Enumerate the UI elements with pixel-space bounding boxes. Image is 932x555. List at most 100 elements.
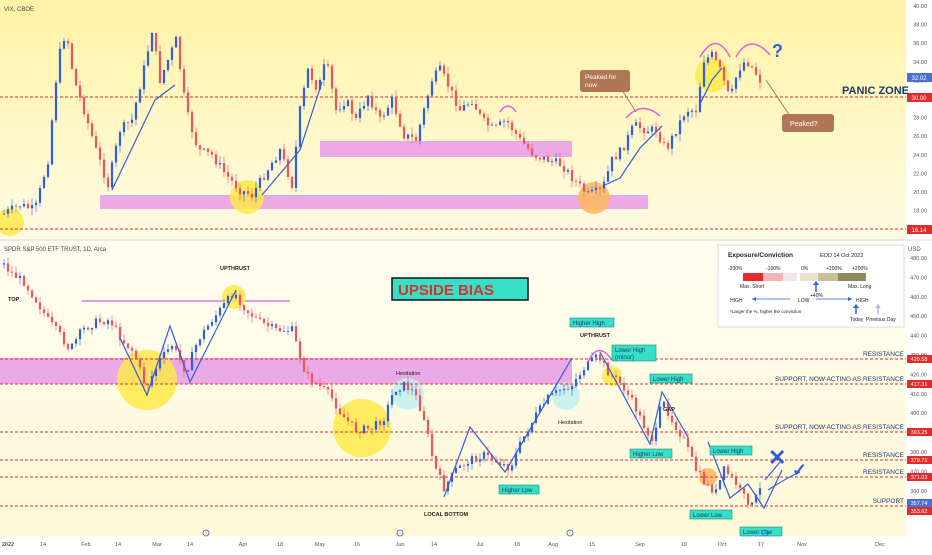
spy-axis-tick: 420.00 xyxy=(910,372,927,378)
vix-candle-body xyxy=(634,122,638,126)
svg-text:16.14: 16.14 xyxy=(911,228,927,234)
vix-candle-body xyxy=(594,187,598,190)
svg-text:Lower Low: Lower Low xyxy=(743,530,773,536)
spy-candle-body xyxy=(378,421,382,426)
spy-candle-body xyxy=(634,397,638,412)
spy-candle-body xyxy=(390,395,394,405)
hesitation-label-1: Hesitation xyxy=(396,371,420,377)
vix-candle-body xyxy=(482,113,486,118)
spy-candle-body xyxy=(118,326,122,341)
spy-mark-1 xyxy=(117,350,177,410)
vix-candle-body xyxy=(70,43,74,69)
vix-symbol[interactable]: VIX, CBOE xyxy=(4,7,34,13)
spy-candle-body xyxy=(630,394,634,398)
vix-candle-body xyxy=(682,116,686,121)
vix-candle-body xyxy=(414,136,418,142)
spy-candle-body xyxy=(626,390,630,395)
vix-candle-body xyxy=(626,135,630,151)
spy-candle-body xyxy=(454,467,458,473)
svg-text:Higher Low: Higher Low xyxy=(502,488,533,494)
vix-candle-body xyxy=(698,86,702,113)
spy-level-tag xyxy=(907,473,932,481)
time-axis[interactable]: 2022 14 Feb 14 Mar 14 Apr 18 May 16 Jun 14 Jul 18 Aug 1… xyxy=(2,542,885,548)
vix-candle-body xyxy=(758,74,762,83)
vix-candle-body xyxy=(94,136,98,148)
spy-candle-body xyxy=(746,493,750,505)
spy-candle-body xyxy=(270,324,274,327)
vix-candle-body xyxy=(294,146,298,188)
vix-candle-body xyxy=(510,122,514,131)
vix-candle-body xyxy=(438,65,442,71)
spy-candle-body xyxy=(438,468,442,475)
time-axis-label: 15 xyxy=(589,542,595,548)
spy-axis-tick: 410.00 xyxy=(910,392,927,398)
lower-high-label-1: Lower High xyxy=(649,373,693,384)
spy-candle-body xyxy=(458,465,462,468)
spy-candle-body xyxy=(50,316,54,323)
vix-candle-body xyxy=(74,68,78,86)
vix-candle-body xyxy=(86,114,90,124)
spy-candle-body xyxy=(122,340,126,344)
spy-candle-body xyxy=(42,309,46,314)
upthrust-label-2: UPTHRUST xyxy=(580,333,611,339)
vix-candle-body xyxy=(458,106,462,111)
spy-candle-body xyxy=(274,324,278,328)
vix-candle-body xyxy=(82,97,86,115)
spy-candle-body xyxy=(350,421,354,423)
vix-candle-body xyxy=(406,134,410,139)
spy-candle-body xyxy=(290,326,294,332)
spy-candle-body xyxy=(226,296,230,304)
usd-label: USD xyxy=(908,247,921,253)
spy-candle-body xyxy=(534,412,538,423)
spy-candle-body xyxy=(714,489,718,493)
time-axis-bg[interactable] xyxy=(0,536,906,550)
spy-candle-body xyxy=(474,456,478,462)
vix-candle-body xyxy=(562,166,566,172)
vix-candle-body xyxy=(170,47,174,60)
vix-candle-body xyxy=(686,111,690,117)
vix-candle-body xyxy=(478,109,482,114)
vix-candle-body xyxy=(670,135,674,149)
spy-candle-body xyxy=(694,456,698,471)
exposure-card: Exposure/Conviction EOD 14 Oct 2022 -200… xyxy=(717,244,905,328)
vix-candle-body xyxy=(514,130,518,134)
spy-candle-body xyxy=(282,331,286,332)
svg-text:+200%: +200% xyxy=(852,266,868,272)
spy-level-tag xyxy=(907,355,932,363)
vix-candle-body xyxy=(474,104,478,110)
spy-symbol[interactable]: SPDR S&P 500 ETF TRUST, 1D, Arca xyxy=(4,247,107,253)
spy-candle-body xyxy=(578,375,582,380)
spy-candle-body xyxy=(514,452,518,466)
spy-candle-body xyxy=(530,422,534,432)
spy-axis-tick: 470.00 xyxy=(910,275,927,281)
vix-candle-body xyxy=(90,123,94,137)
vix-candle-body xyxy=(694,110,698,113)
spy-candle-body xyxy=(10,271,14,273)
spy-candle-body xyxy=(470,456,474,464)
vix-candle-body xyxy=(102,159,106,178)
vix-candle-body xyxy=(302,87,306,107)
spy-candle-body xyxy=(434,455,438,469)
spy-candle-body xyxy=(422,410,426,420)
vix-price-tag: 32.02 xyxy=(907,73,932,82)
spy-candle-body xyxy=(306,371,310,374)
spy-candle-body xyxy=(366,425,370,429)
vix-candle-body xyxy=(738,70,742,78)
svg-text:UPSIDE BIAS: UPSIDE BIAS xyxy=(398,282,494,299)
vix-candle-body xyxy=(754,67,758,75)
vix-candle-body xyxy=(386,107,390,116)
spy-candle-body xyxy=(262,318,266,323)
spy-candle-body xyxy=(106,320,110,325)
spy-candle-body xyxy=(86,327,90,330)
spy-candle-body xyxy=(618,376,622,384)
time-axis-label: Apr xyxy=(239,542,248,548)
spy-candle-body xyxy=(554,390,558,393)
vix-candle-body xyxy=(646,131,650,134)
projection-path xyxy=(767,471,801,491)
vix-candle-body xyxy=(254,187,258,198)
spy-candle-body xyxy=(66,344,70,350)
spy-resistance-zone xyxy=(0,358,572,384)
spy-candle-body xyxy=(62,331,66,345)
